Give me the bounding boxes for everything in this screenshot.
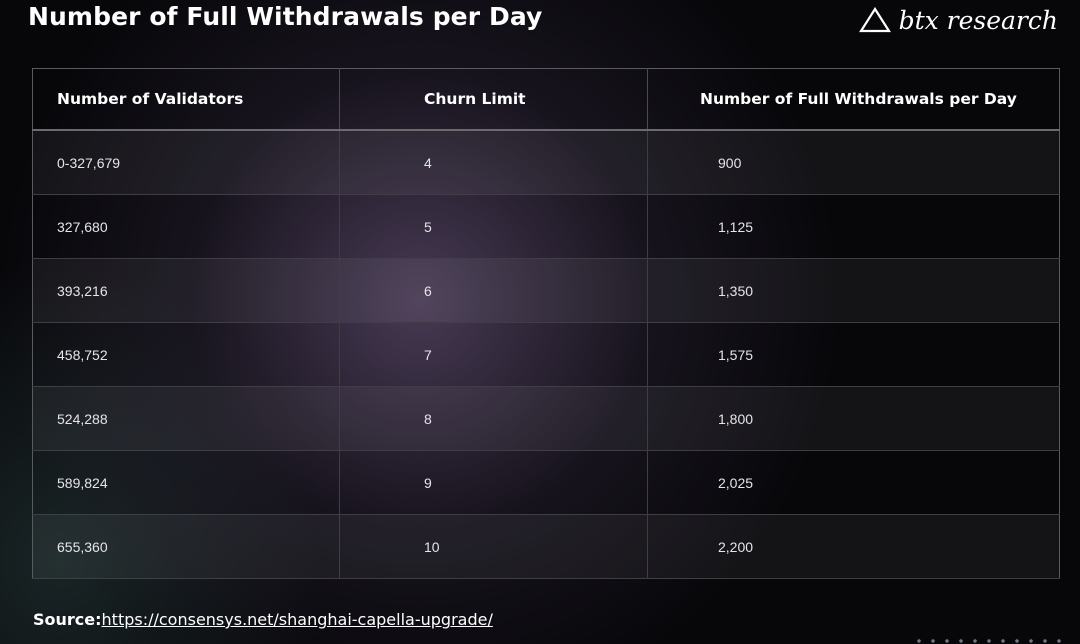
cell-withdrawals: 1,575 — [647, 322, 1060, 387]
triangle-icon — [858, 7, 891, 33]
cell-withdrawals: 2,200 — [647, 514, 1060, 579]
source-label: Source: — [33, 610, 102, 629]
table-row: 393,216 6 1,350 — [32, 258, 1060, 323]
table-row: 458,752 7 1,575 — [32, 322, 1060, 387]
decorative-dots — [912, 638, 1062, 644]
cell-validators: 655,360 — [32, 514, 340, 579]
source-note: Source:https://consensys.net/shanghai-ca… — [33, 610, 493, 629]
column-header-withdrawals: Number of Full Withdrawals per Day — [647, 68, 1060, 131]
table-header-row: Number of Validators Churn Limit Number … — [32, 68, 1060, 131]
cell-withdrawals: 1,125 — [647, 194, 1060, 259]
cell-churn-limit: 7 — [339, 322, 648, 387]
page-title: Number of Full Withdrawals per Day — [28, 2, 543, 31]
brand-logo: btx research — [858, 2, 1058, 38]
brand-name: btx research — [898, 5, 1058, 35]
cell-validators: 0-327,679 — [32, 130, 340, 195]
table-row: 327,680 5 1,125 — [32, 194, 1060, 259]
withdrawals-table: Number of Validators Churn Limit Number … — [32, 68, 1060, 579]
cell-validators: 393,216 — [32, 258, 340, 323]
cell-validators: 524,288 — [32, 386, 340, 451]
cell-validators: 327,680 — [32, 194, 340, 259]
source-link[interactable]: https://consensys.net/shanghai-capella-u… — [101, 610, 493, 629]
cell-churn-limit: 10 — [339, 514, 648, 579]
table-row: 0-327,679 4 900 — [32, 130, 1060, 195]
table-row: 589,824 9 2,025 — [32, 450, 1060, 515]
table-row: 524,288 8 1,800 — [32, 386, 1060, 451]
cell-churn-limit: 8 — [339, 386, 648, 451]
column-header-validators: Number of Validators — [32, 68, 340, 131]
cell-validators: 458,752 — [32, 322, 340, 387]
table-row: 655,360 10 2,200 — [32, 514, 1060, 579]
cell-withdrawals: 900 — [647, 130, 1060, 195]
cell-churn-limit: 9 — [339, 450, 648, 515]
cell-churn-limit: 4 — [339, 130, 648, 195]
cell-withdrawals: 2,025 — [647, 450, 1060, 515]
cell-validators: 589,824 — [32, 450, 340, 515]
cell-churn-limit: 5 — [339, 194, 648, 259]
column-header-churn-limit: Churn Limit — [339, 68, 648, 131]
cell-withdrawals: 1,800 — [647, 386, 1060, 451]
cell-withdrawals: 1,350 — [647, 258, 1060, 323]
cell-churn-limit: 6 — [339, 258, 648, 323]
